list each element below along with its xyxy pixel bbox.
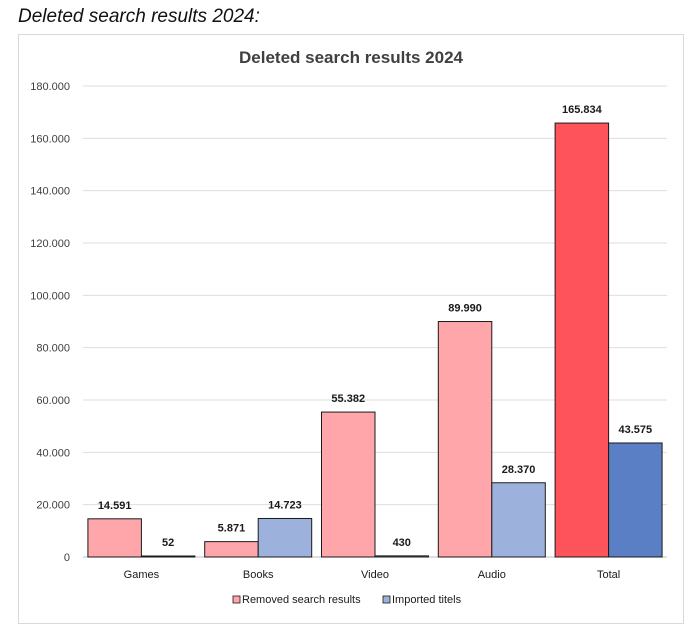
bar-audio-removed [437,321,493,558]
legend-label: Removed search results [242,594,361,606]
bar-video-removed [321,411,376,558]
y-tick-label: 180.000 [30,81,70,93]
bar-video-imported [374,555,429,558]
bar-audio-imported [491,482,546,558]
data-label: 89.990 [448,303,482,315]
data-label: 55.382 [331,393,365,405]
data-label: 52 [162,537,174,549]
y-tick-label: 140.000 [30,186,70,198]
figure-caption: Deleted search results 2024: [18,6,260,27]
bars: 14.591 52 5.871 14.723 55.382 430 89.990 28.370… [87,104,663,558]
x-tick-label: Games [124,569,160,581]
bar-total-removed [554,122,610,558]
x-tick-label: Books [243,569,274,581]
data-label: 14.723 [268,499,302,511]
bar-books-removed [204,541,259,558]
y-tick-label: 60.000 [36,395,70,407]
legend-label: Imported titels [392,594,462,606]
data-label: 43.575 [619,424,653,436]
legend: Removed search results Imported titels [232,594,462,606]
data-label: 28.370 [502,464,536,476]
y-tick-label: 120.000 [30,238,70,250]
bar-books-imported [257,517,313,558]
x-tick-label: Audio [478,569,506,581]
y-tick-label: 40.000 [36,447,70,459]
x-tick-label: Total [597,569,620,581]
data-label: 165.834 [562,104,603,116]
x-tick-label: Video [361,569,389,581]
y-tick-label: 80.000 [36,343,70,355]
chart-title: Deleted search results 2024 [239,48,464,67]
data-label: 430 [393,537,411,549]
legend-swatch [382,595,391,604]
y-tick-label: 160.000 [30,133,70,145]
y-tick-label: 20.000 [36,500,70,512]
y-tick-label: 0 [64,552,70,564]
data-label: 14.591 [98,500,132,512]
legend-swatch [232,595,241,604]
bar-games-removed [87,518,142,558]
data-label: 5.871 [218,523,246,535]
bar-total-imported [608,442,663,558]
y-axis: 0 20.000 40.000 60.000 80.000 100.000 120.000 1… [30,81,70,564]
y-tick-label: 100.000 [30,290,70,302]
x-axis: Games Books Video Audio Total [124,569,621,581]
bar-games-imported [140,555,196,558]
